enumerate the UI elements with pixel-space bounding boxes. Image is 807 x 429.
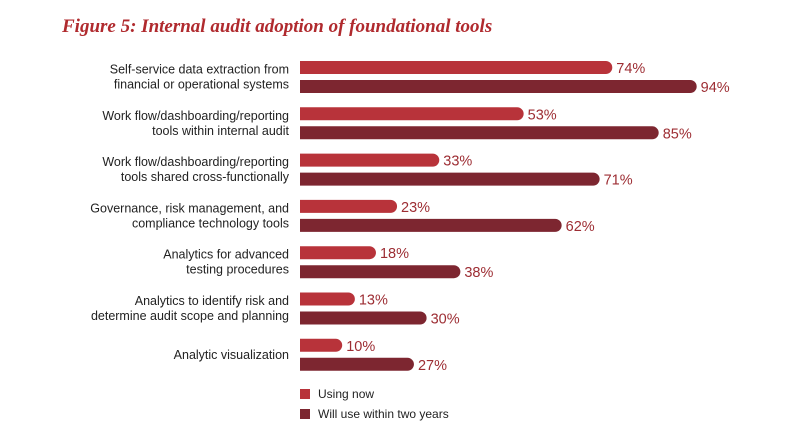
data-label: 85% [663,126,692,142]
legend-label-using-now: Using now [318,387,375,401]
data-label: 10% [346,339,375,355]
bar [300,338,343,352]
data-label: 94% [701,80,730,96]
category-label: Self-service data extraction from financi… [110,63,289,92]
legend-label-will-use: Will use within two years [318,407,449,421]
category-label: Analytics for advanced testing procedures [163,248,289,277]
legend-item-using-now: Using now [300,385,449,403]
legend-swatch-using-now [300,389,310,399]
bar [300,218,562,232]
data-label: 74% [616,61,645,77]
data-label: 62% [566,219,595,235]
legend-item-will-use: Will use within two years [300,405,449,423]
bar [300,292,355,306]
chart-title: Figure 5: Internal audit adoption of fou… [62,16,493,37]
data-label: 18% [380,246,409,262]
category-label: Work flow/dashboarding/reporting tools sh… [102,155,289,184]
data-label: 71% [604,173,633,189]
data-label: 23% [401,200,430,216]
bar-chart: Self-service data extraction from financi… [90,61,730,374]
bar [300,246,376,260]
bar [300,61,613,74]
category-label: Governance, risk management, and complian… [90,201,289,230]
data-label: 30% [431,312,460,328]
legend-swatch-will-use [300,409,310,419]
category-label: Analytics to identify risk and determine … [91,294,289,323]
bar [300,265,461,279]
category-label: Work flow/dashboarding/reporting tools wi… [102,109,289,138]
legend: Using now Will use within two years [300,385,449,425]
data-label: 33% [443,154,472,170]
bar [300,311,427,325]
bar [300,172,600,186]
data-label: 53% [528,107,557,123]
data-label: 38% [464,265,493,281]
bar [300,357,414,371]
data-label: 27% [418,358,447,374]
bar [300,126,659,140]
bar [300,153,440,167]
bar [300,107,524,121]
bar [300,80,697,93]
data-label: 13% [359,293,388,309]
category-label: Analytic visualization [174,348,289,362]
bar [300,199,398,213]
